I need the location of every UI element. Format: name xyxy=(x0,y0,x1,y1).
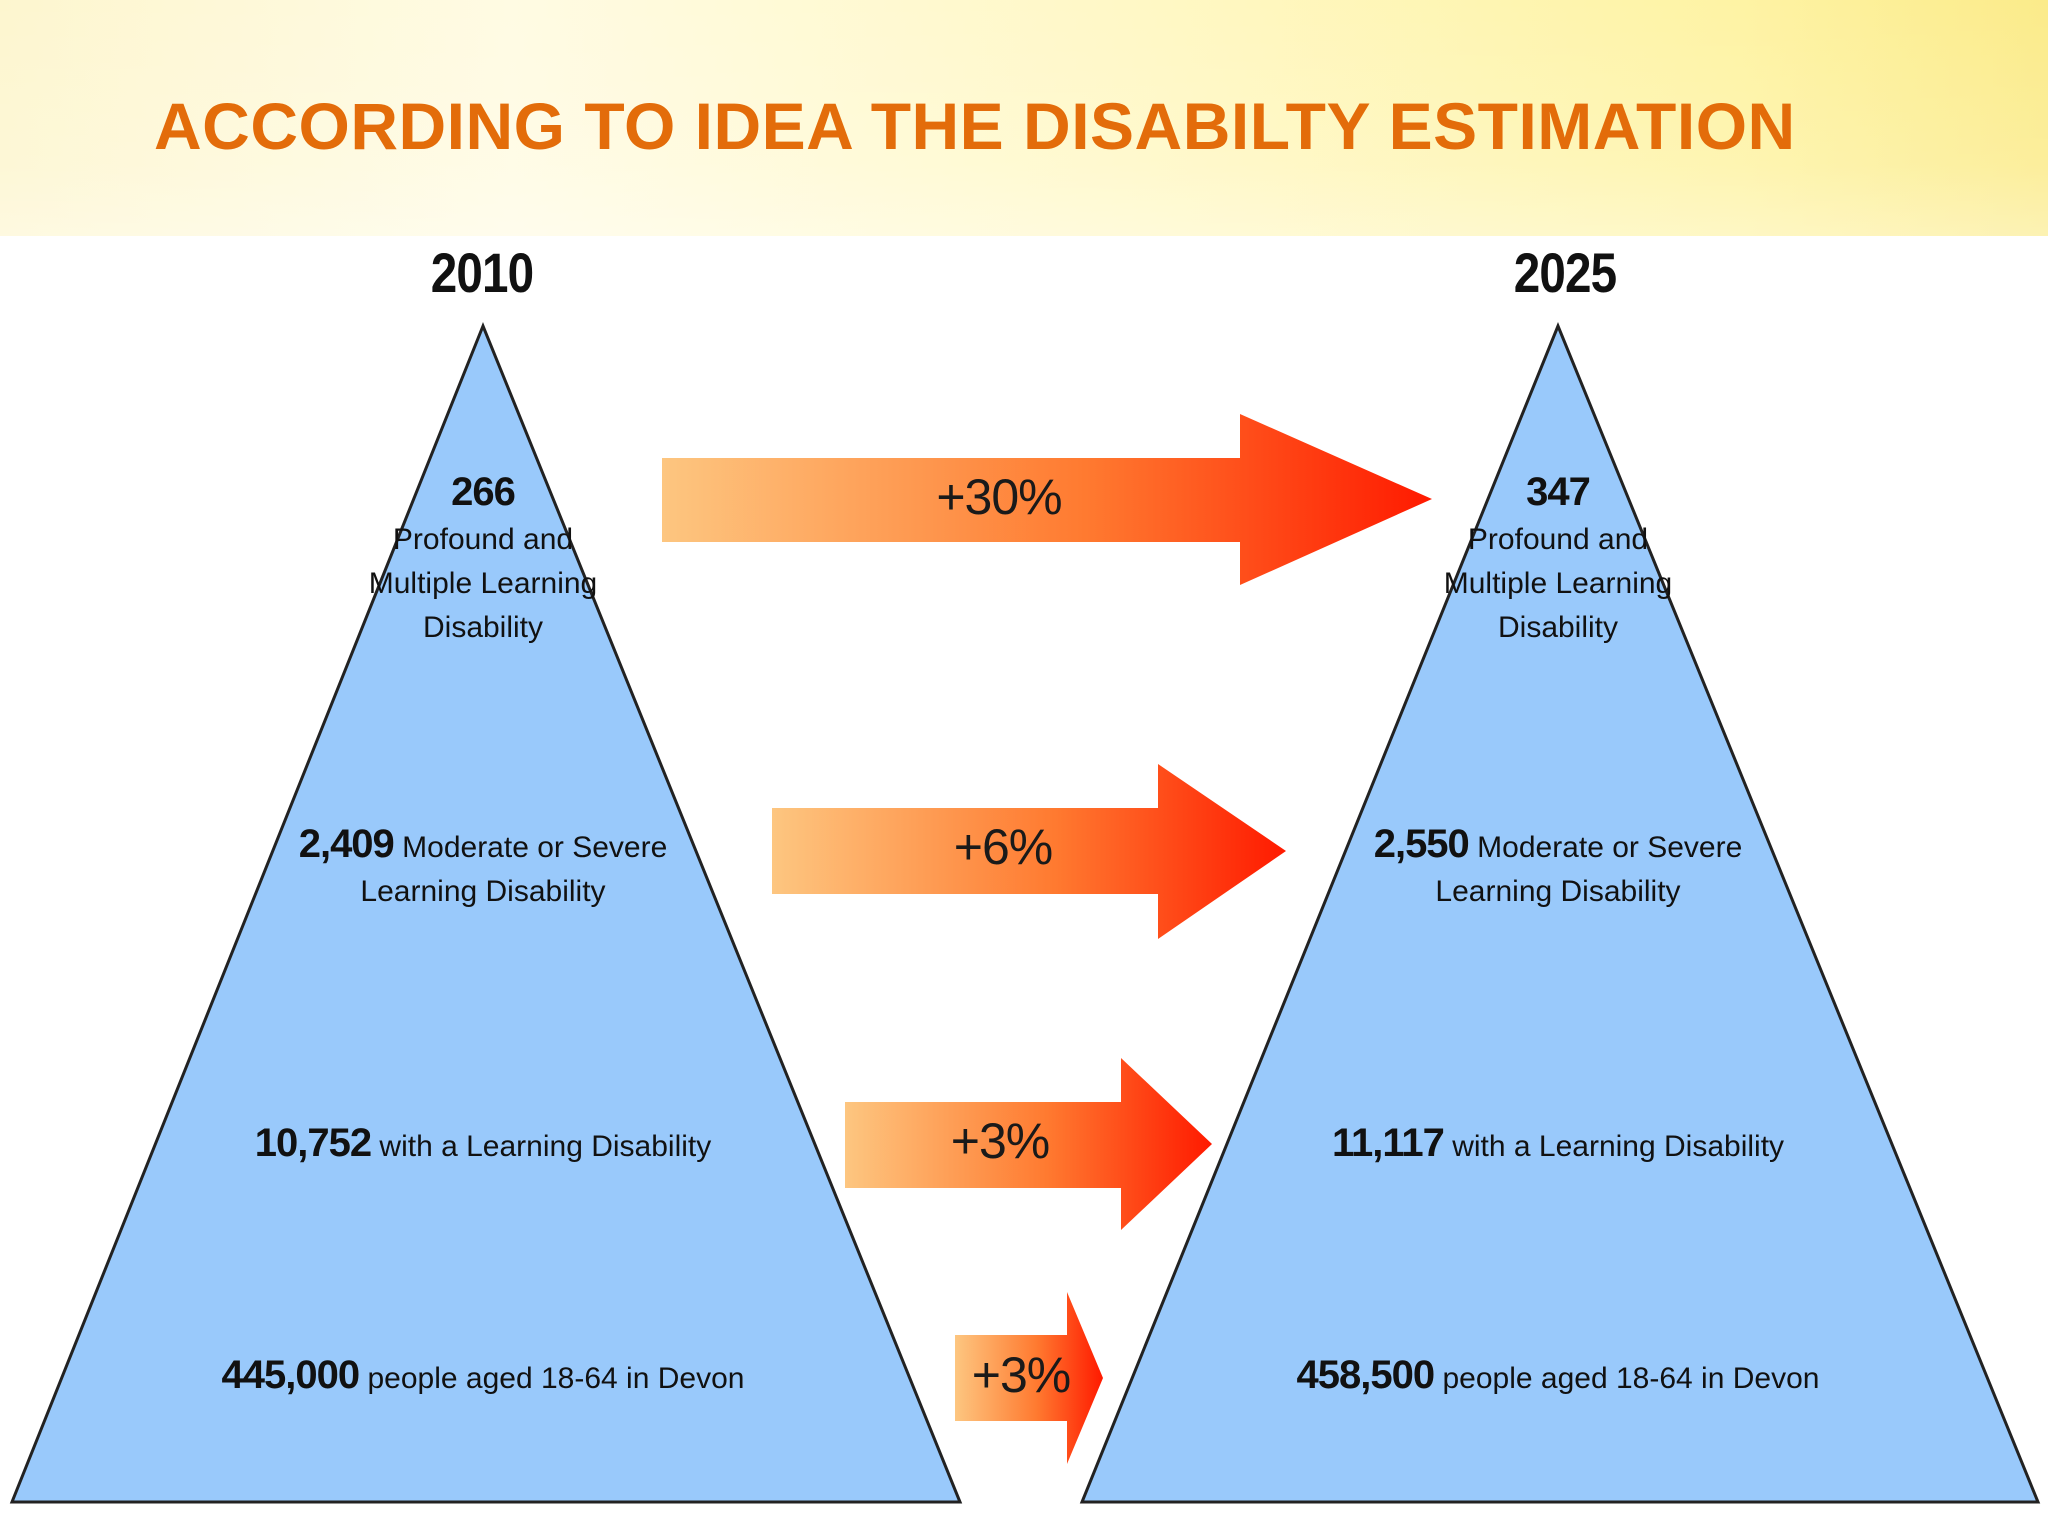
tier-number: 10,752 xyxy=(254,1121,372,1165)
tier-text: Learning Disability xyxy=(360,875,606,908)
change-label-tier-2: +6% xyxy=(953,819,1053,875)
tier-number: 266 xyxy=(451,470,516,514)
tier-2025-learning-disability: 11,117 with a Learning Disability xyxy=(1308,1121,1808,1169)
tier-2010-profound: 266 Profound and Multiple Learning Disab… xyxy=(333,466,633,650)
tier-text: Moderate or Severe xyxy=(1468,831,1743,864)
tier-number: 2,550 xyxy=(1373,822,1470,866)
pyramid-2010 xyxy=(9,321,963,1504)
year-label-2025: 2025 xyxy=(1513,241,1617,304)
tier-text: Multiple Learning xyxy=(368,567,598,600)
slide-title: ACCORDING TO IDEA THE DISABILTY ESTIMATI… xyxy=(154,89,1796,163)
tier-text: Multiple Learning xyxy=(1443,567,1673,600)
growth-arrow-tier-4 xyxy=(955,1292,1103,1464)
tier-text: Profound and xyxy=(392,523,574,556)
change-label-tier-1: +30% xyxy=(936,469,1062,525)
tier-number: 11,117 xyxy=(1331,1121,1445,1165)
title-band xyxy=(0,0,2048,236)
tier-text: people aged 18-64 in Devon xyxy=(359,1362,745,1395)
tier-2025-profound: 347 Profound and Multiple Learning Disab… xyxy=(1408,466,1708,650)
growth-arrow-tier-3 xyxy=(845,1058,1212,1230)
tier-2025-population: 458,500 people aged 18-64 in Devon xyxy=(1258,1353,1858,1401)
tier-text: with a Learning Disability xyxy=(371,1130,712,1163)
tier-text: with a Learning Disability xyxy=(1443,1130,1785,1163)
tier-2010-moderate-severe: 2,409 Moderate or Severe Learning Disabi… xyxy=(283,822,683,914)
growth-arrow-tier-1 xyxy=(662,414,1432,585)
tier-text: Disability xyxy=(1497,611,1619,644)
tier-text: Disability xyxy=(422,611,544,644)
change-label-tier-4: +3% xyxy=(971,1347,1071,1403)
year-label-2010: 2010 xyxy=(430,241,534,304)
tier-number: 347 xyxy=(1526,470,1591,514)
tier-text: Learning Disability xyxy=(1435,875,1681,908)
growth-arrow-tier-2 xyxy=(772,764,1286,939)
diagram-shapes xyxy=(9,321,2041,1504)
tier-2010-learning-disability: 10,752 with a Learning Disability xyxy=(233,1121,733,1169)
change-label-tier-3: +3% xyxy=(950,1113,1050,1169)
tier-number: 445,000 xyxy=(221,1353,361,1397)
tier-2010-population: 445,000 people aged 18-64 in Devon xyxy=(183,1353,783,1401)
tier-text: Profound and xyxy=(1467,523,1649,556)
estimation-diagram: 2010 2025 266 Profound and Multiple Lear… xyxy=(0,236,2048,1536)
tier-text: people aged 18-64 in Devon xyxy=(1434,1362,1820,1395)
pyramid-2025 xyxy=(1079,322,2041,1504)
tier-text: Moderate or Severe xyxy=(393,831,668,864)
tier-number: 2,409 xyxy=(298,822,395,866)
tier-2025-moderate-severe: 2,550 Moderate or Severe Learning Disabi… xyxy=(1358,822,1758,914)
tier-number: 458,500 xyxy=(1296,1353,1436,1397)
